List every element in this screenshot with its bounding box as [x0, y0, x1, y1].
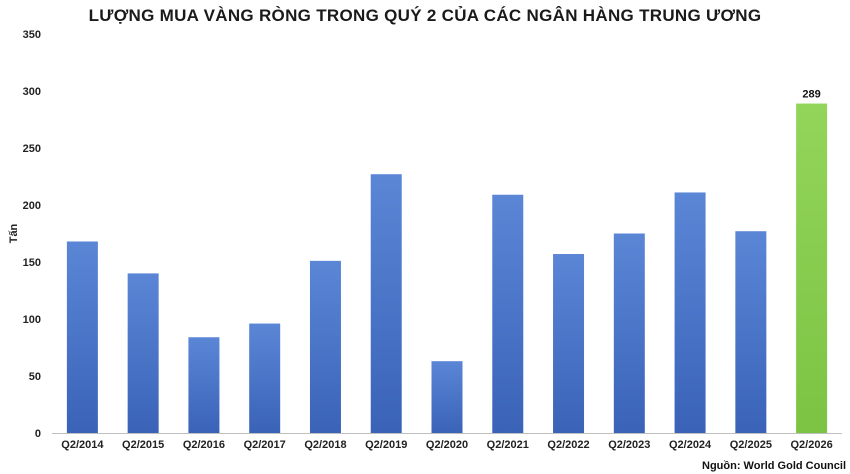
x-tick-label: Q2/2017 [244, 439, 286, 451]
y-axis-label: Tấn [8, 223, 20, 243]
bar-q2-2025 [735, 231, 767, 433]
x-tick-label: Q2/2020 [426, 439, 468, 451]
y-tick-label: 250 [23, 143, 41, 155]
bar-q2-2021 [492, 194, 524, 433]
x-tick-label: Q2/2026 [791, 439, 833, 451]
bar-q2-2016 [188, 337, 220, 433]
x-axis: Q2/2014 Q2/2015 Q2/2016 Q2/2017 Q2/2018 Q2/20… [52, 433, 842, 451]
x-tick-label: Q2/2018 [304, 439, 346, 451]
y-tick-label: 150 [23, 257, 41, 269]
y-tick-label: 350 [23, 29, 41, 41]
x-tick-label: Q2/2015 [122, 439, 164, 451]
bar-q2-2024 [674, 192, 706, 433]
x-tick-label: Q2/2014 [61, 439, 104, 451]
x-tick-label: Q2/2016 [183, 439, 225, 451]
source-note: Nguồn: World Gold Council [702, 460, 846, 472]
x-tick-label: Q2/2024 [669, 439, 712, 451]
bar-q2-2020 [431, 361, 463, 433]
bar-q2-2015 [127, 273, 159, 433]
bar-q2-2026 [796, 103, 828, 433]
bar-q2-2017 [249, 323, 281, 433]
bar-q2-2023 [613, 233, 645, 433]
bar-q2-2022 [553, 254, 585, 433]
x-tick-label: Q2/2023 [608, 439, 650, 451]
x-tick-label: Q2/2025 [730, 439, 772, 451]
chart-title: LƯỢNG MUA VÀNG RÒNG TRONG QUÝ 2 CỦA CÁC … [88, 6, 762, 25]
y-tick-label: 0 [35, 428, 41, 440]
y-tick-label: 50 [29, 371, 41, 383]
x-tick-label: Q2/2019 [365, 439, 407, 451]
bar-q2-2014 [66, 241, 98, 433]
bar-q2-2018 [309, 260, 341, 433]
y-tick-label: 200 [23, 200, 41, 212]
y-tick-label: 300 [23, 86, 41, 98]
x-tick-label: Q2/2021 [487, 439, 529, 451]
data-label: 289 [802, 89, 820, 101]
y-axis: 0 50 100 150 200 250 300 350 [23, 29, 41, 440]
bar-q2-2019 [370, 174, 402, 433]
x-tick-label: Q2/2022 [547, 439, 589, 451]
y-tick-label: 100 [23, 314, 41, 326]
bars: 289 [66, 89, 828, 433]
